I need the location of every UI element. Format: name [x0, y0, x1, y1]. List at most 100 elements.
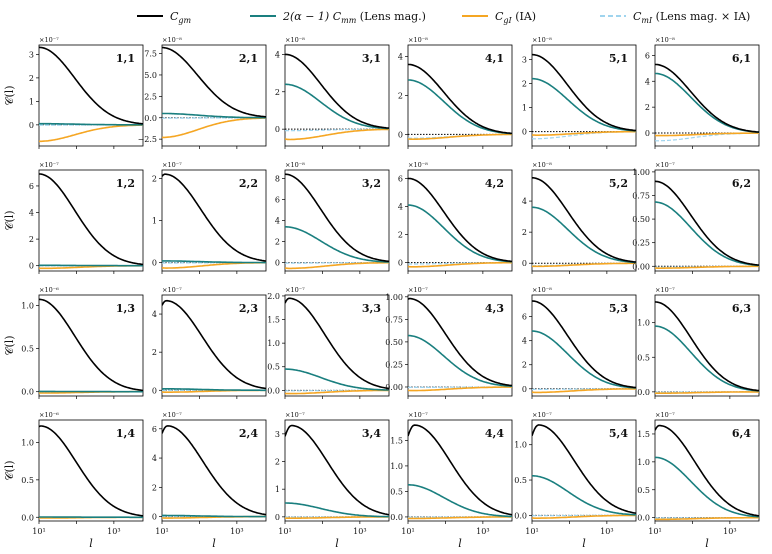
- y-tick-label: 6: [645, 51, 650, 60]
- y-tick-label: 0: [645, 129, 650, 138]
- y-tick-label: 4: [152, 310, 157, 319]
- panel-label: 1,3: [116, 302, 135, 315]
- panel-5-2: ×10⁻⁸ 0 2 4 5,2: [522, 161, 637, 274]
- series-gm: [162, 299, 266, 390]
- y-tick-label: 0.0: [514, 511, 527, 520]
- y-tick-label: 2: [29, 74, 34, 83]
- panel-frame: [284, 294, 390, 397]
- y-tick-label: 0.25: [632, 239, 650, 248]
- y-tick-label: 0.5: [637, 353, 650, 362]
- panel-3-1: ×10⁻⁸ 0 2 4 3,1: [275, 36, 390, 149]
- series-gm: [532, 424, 636, 514]
- panel-frame: [531, 169, 637, 272]
- panel-exponent: ×10⁻⁸: [285, 161, 305, 169]
- panel-exponent: ×10⁻⁷: [532, 411, 552, 419]
- series-mm: [285, 502, 389, 518]
- panel-exponent: ×10⁻⁸: [408, 161, 428, 169]
- panel-label: 5,1: [609, 52, 628, 65]
- y-tick-label: 0.75: [632, 191, 650, 200]
- y-tick-label: 2: [275, 238, 280, 247]
- y-tick-label: 3: [29, 50, 34, 59]
- y-tick-label: 2: [398, 231, 403, 240]
- legend-label-main: C: [495, 10, 504, 23]
- series-gm: [532, 53, 636, 132]
- panel-frame: [284, 44, 390, 147]
- series-gm: [655, 63, 759, 133]
- legend-label-sub: mI: [641, 16, 653, 25]
- x-tick-label: 10¹: [155, 527, 168, 536]
- panel-exponent: ×10⁻⁷: [408, 411, 428, 419]
- y-tick-label: 1.0: [21, 438, 34, 447]
- panel-label: 4,4: [485, 427, 504, 440]
- series-gm: [39, 46, 143, 125]
- series-gI: [408, 261, 512, 268]
- y-tick-label: 0.50: [385, 338, 403, 347]
- y-axis-label: 𝒞(l): [3, 460, 16, 480]
- legend-label-sub: gm: [178, 16, 191, 25]
- legend-label-main: C: [633, 10, 642, 23]
- x-tick-label: 10³: [107, 527, 120, 536]
- series-gI: [532, 130, 636, 136]
- y-tick-label: 0: [29, 262, 34, 271]
- panel-3-4: ×10⁻⁷ 0 1 2 3 10¹ 10³ l 3,4: [275, 411, 390, 550]
- panel-6-3: ×10⁻⁷ 0.0 0.5 1.0 6,3: [637, 286, 760, 399]
- y-tick-label: 1.0: [637, 319, 650, 328]
- panel-exponent: ×10⁻⁷: [285, 411, 305, 419]
- y-tick-label: 0.0: [21, 513, 34, 522]
- series-gI: [532, 262, 636, 268]
- panel-label: 6,4: [732, 427, 751, 440]
- series-mm: [655, 72, 759, 133]
- panel-exponent: ×10⁻⁸: [285, 36, 305, 44]
- panel-label: 1,2: [116, 177, 135, 190]
- y-tick-label: 4: [522, 337, 527, 346]
- panel-grid: ×10⁻⁷ 0 1 2 3 𝒞(l) 1,1 ×10⁻⁸ −2.5 0.0 2.5 5.0 7.5 2,1…: [3, 36, 760, 550]
- panel-2-1: ×10⁻⁸ −2.5 0.0 2.5 5.0 7.5 2,1: [138, 36, 267, 149]
- series-mm: [285, 368, 389, 391]
- y-tick-label: 3: [275, 430, 280, 439]
- y-tick-label: 1: [522, 104, 527, 113]
- series-mm: [532, 474, 636, 516]
- series-gI: [285, 128, 389, 141]
- panel-4-2: ×10⁻⁸ 0 2 4 6 4,2: [398, 161, 513, 274]
- y-tick-label: 0.75: [385, 315, 403, 324]
- legend-label-post: (Lens mag.): [356, 10, 426, 23]
- y-tick-label: 0.5: [21, 345, 34, 354]
- panel-frame: [161, 294, 267, 397]
- series-mm: [532, 206, 636, 264]
- series-mm: [162, 387, 266, 392]
- y-tick-label: 0: [398, 130, 403, 139]
- series-gm: [285, 53, 389, 129]
- series-gI: [39, 124, 143, 143]
- x-axis-label: l: [458, 537, 462, 550]
- y-tick-label: 6: [152, 425, 157, 434]
- panel-label: 2,3: [239, 302, 258, 315]
- y-tick-label: 2.0: [267, 292, 280, 301]
- x-axis-label: l: [89, 537, 93, 550]
- x-tick-label: 10³: [476, 527, 489, 536]
- series-mm: [655, 325, 759, 392]
- legend-label-sub: mm: [341, 16, 357, 25]
- y-tick-label: 1.00: [385, 293, 403, 302]
- series-gm: [655, 424, 759, 517]
- series-gm: [162, 425, 266, 516]
- y-tick-label: 1.0: [390, 462, 403, 471]
- x-axis-label: l: [335, 537, 339, 550]
- panel-exponent: ×10⁻⁷: [162, 411, 182, 419]
- panel-frame: [531, 419, 637, 522]
- panel-label: 2,4: [239, 427, 258, 440]
- panel-4-1: ×10⁻⁸ 0 2 4 4,1: [398, 36, 513, 149]
- series-gm: [39, 298, 143, 392]
- series-gI: [285, 389, 389, 395]
- panel-frame: [531, 44, 637, 147]
- y-tick-label: 0.0: [637, 514, 650, 523]
- panel-label: 6,1: [732, 52, 751, 65]
- y-tick-label: 5.0: [144, 71, 157, 80]
- series-mm: [408, 483, 512, 518]
- panel-label: 5,3: [609, 302, 628, 315]
- series-gm: [285, 173, 389, 263]
- y-tick-label: −2.5: [138, 135, 157, 144]
- panel-frame: [284, 419, 390, 522]
- y-tick-label: 0: [398, 259, 403, 268]
- series-mm: [39, 122, 143, 126]
- panel-exponent: ×10⁻⁷: [162, 161, 182, 169]
